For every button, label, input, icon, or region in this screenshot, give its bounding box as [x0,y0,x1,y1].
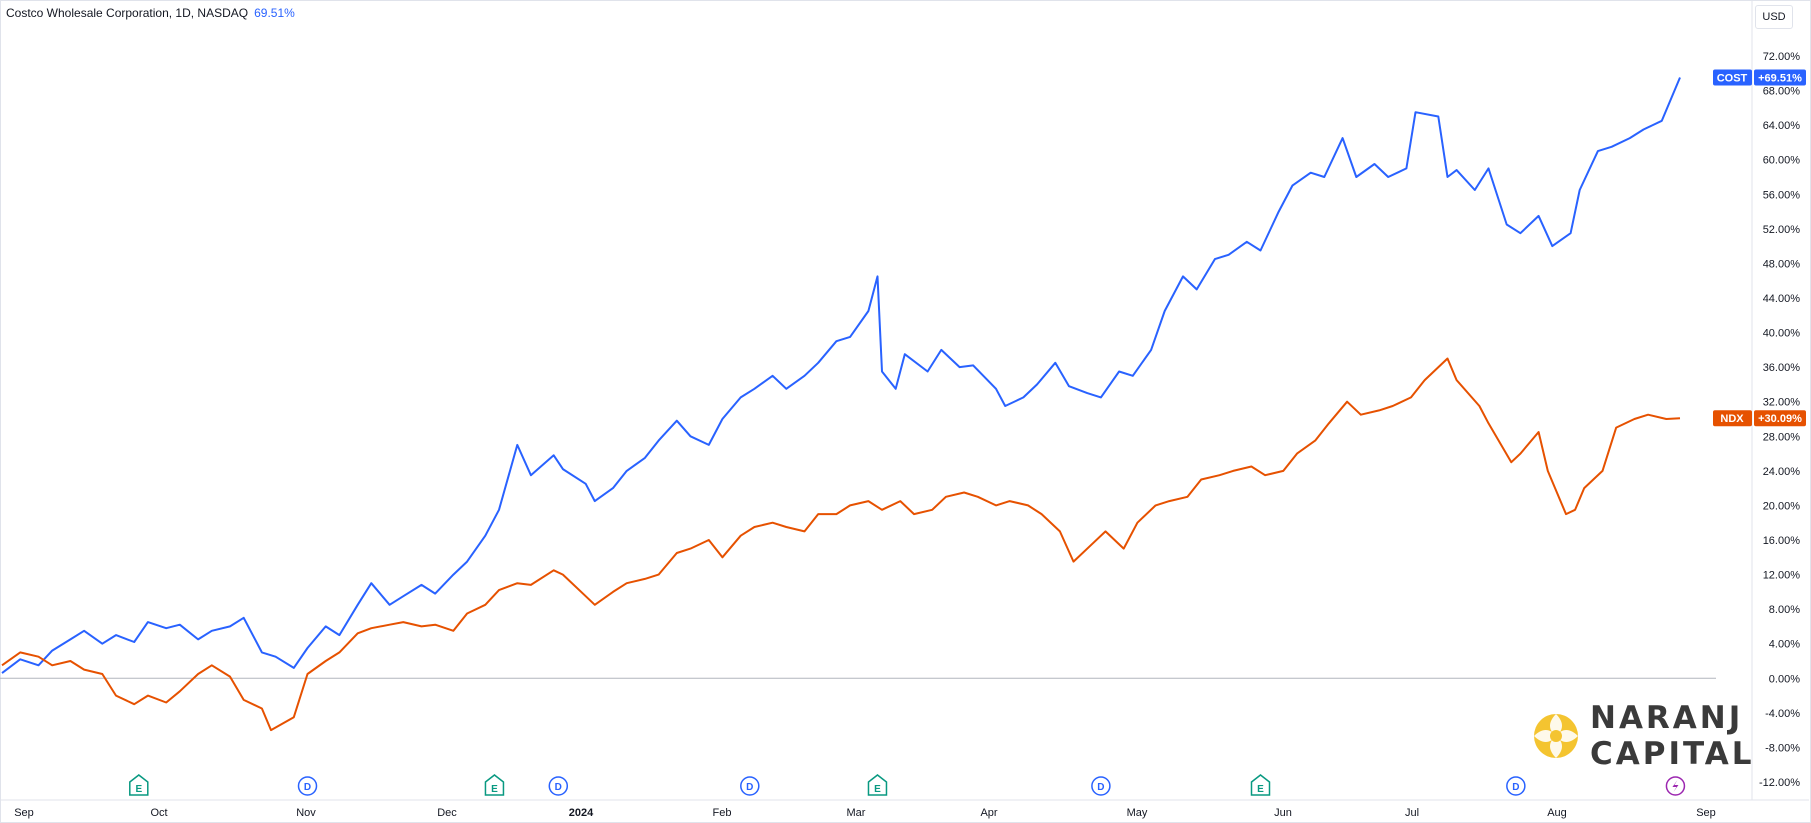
earnings-marker-icon[interactable]: E [867,774,888,796]
currency-button[interactable]: USD [1755,5,1793,29]
y-tick-label: 36.00% [1763,362,1801,374]
svg-text:E: E [874,784,881,795]
y-tick-label: 20.00% [1763,500,1801,512]
y-tick-label: 4.00% [1769,639,1800,651]
x-tick-label: Sep [1696,807,1716,819]
dividend-marker-icon[interactable]: D [548,776,569,796]
y-tick-label: 56.00% [1763,189,1801,201]
series-value-tag: +69.51% [1758,73,1802,85]
series-name-tag: NDX [1720,413,1744,425]
price-tag-cost: COST +69.51% [1713,69,1806,86]
svg-text:D: D [1512,782,1519,793]
symbol-title: Costco Wholesale Corporation, 1D, NASDAQ [6,6,249,20]
price-tags: COST +69.51% NDX +30.09% [1713,69,1806,427]
x-tick-label: Mar [847,807,866,819]
y-tick-label: 8.00% [1769,604,1800,616]
x-tick-label: May [1127,807,1148,819]
x-axis: Sep Oct Nov Dec 2024 Feb Mar Apr May Jun Jul Aug Sep [14,807,1716,819]
y-tick-label: 12.00% [1763,570,1801,582]
brand-emblem-icon [1534,714,1578,758]
y-tick-label: 60.00% [1763,155,1801,167]
y-tick-label: 0.00% [1769,673,1800,685]
y-tick-label: -12.00% [1759,777,1800,789]
x-tick-label: Nov [296,807,316,819]
x-tick-label: Feb [713,807,732,819]
y-tick-label: 68.00% [1763,86,1801,98]
y-tick-label: 44.00% [1763,293,1801,305]
y-tick-label: 24.00% [1763,466,1801,478]
y-tick-label: 40.00% [1763,328,1801,340]
y-tick-label: 64.00% [1763,120,1801,132]
dividend-marker-icon[interactable]: D [297,776,318,796]
series-line-ndx [1,357,1681,732]
series-lines [1,77,1681,732]
y-tick-label: 32.00% [1763,397,1801,409]
y-axis: 72.00% 68.00% 64.00% 60.00% 56.00% 52.00% 48.0… [1759,51,1800,789]
dividend-marker-icon[interactable]: D [1506,776,1526,796]
series-line-cost [1,77,1681,674]
svg-text:E: E [135,784,142,795]
svg-text:D: D [555,782,562,793]
x-tick-label: Aug [1547,807,1567,819]
y-tick-label: -8.00% [1765,742,1800,754]
y-tick-label: -4.00% [1765,708,1800,720]
earnings-marker-icon[interactable]: E [129,774,149,796]
earnings-marker-icon[interactable]: E [1250,774,1271,796]
svg-text:E: E [491,784,498,795]
brand-name: NARANJ CAPITAL [1590,700,1754,772]
brand-line-1: NARANJ [1590,700,1744,736]
x-tick-label: Oct [150,807,167,819]
y-tick-label: 52.00% [1763,224,1801,236]
brand-line-2: CAPITAL [1590,736,1755,772]
svg-text:E: E [1257,784,1264,795]
brand-logo: NARANJ CAPITAL [1528,700,1751,776]
svg-text:D: D [746,782,753,793]
price-tag-ndx: NDX +30.09% [1713,410,1806,427]
split-marker-icon[interactable] [1665,776,1686,796]
x-tick-label: Sep [14,807,34,819]
svg-text:D: D [304,782,311,793]
dividend-marker-icon[interactable]: D [1091,776,1111,796]
y-tick-label: 48.00% [1763,258,1801,270]
change-value: 69.51% [254,6,295,20]
earnings-marker-icon[interactable]: E [484,774,505,796]
series-name-tag: COST [1717,73,1748,85]
y-tick-label: 72.00% [1763,51,1801,63]
x-tick-label: Apr [980,807,997,819]
y-tick-label: 16.00% [1763,535,1801,547]
dividend-marker-icon[interactable]: D [740,776,760,796]
x-tick-label: Dec [437,807,457,819]
x-tick-label: Jun [1274,807,1292,819]
y-tick-label: 28.00% [1763,431,1801,443]
svg-text:D: D [1097,782,1104,793]
x-tick-label: 2024 [569,807,594,819]
series-value-tag: +30.09% [1758,413,1802,425]
x-tick-label: Jul [1405,807,1419,819]
symbol-header: Costco Wholesale Corporation, 1D, NASDAQ… [6,6,295,20]
